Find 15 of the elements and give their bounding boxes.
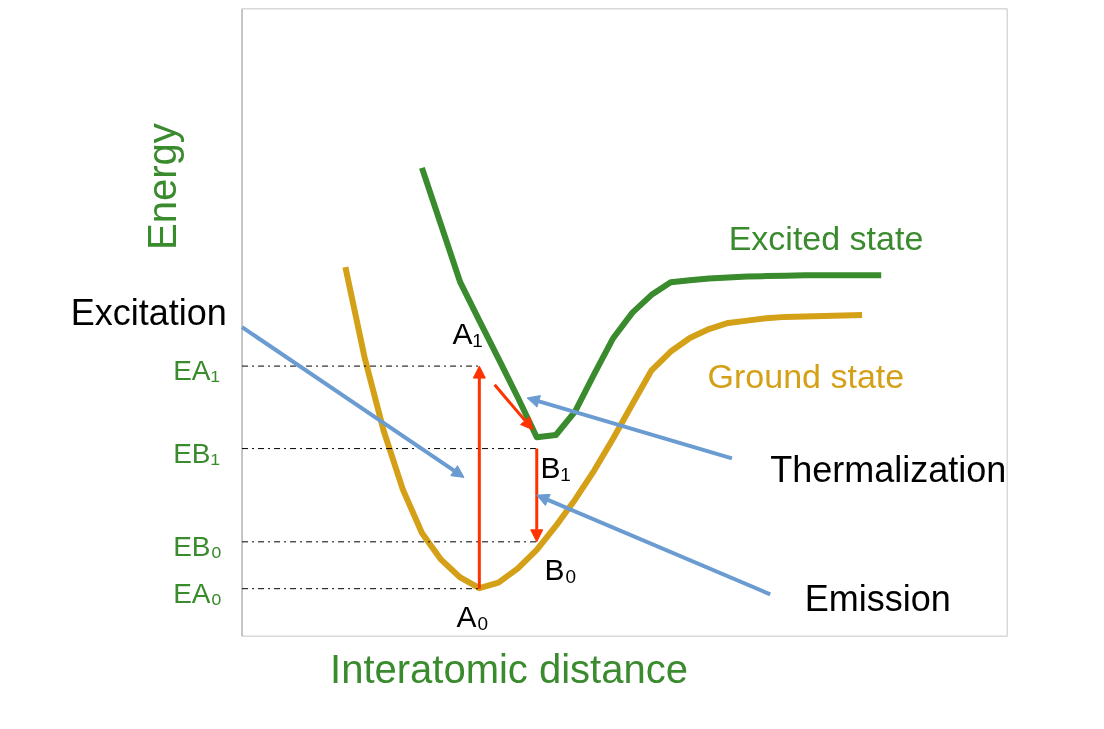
annotation: A₀: [456, 600, 489, 634]
series-label: Ground state: [707, 356, 905, 395]
annotation: Thermalization: [770, 448, 1007, 490]
series-label: Excited state: [728, 218, 924, 257]
annotation: B₁: [540, 450, 571, 484]
ref-line-label: EA₁: [173, 355, 220, 387]
annotation: A₁: [452, 316, 483, 350]
annotation: Emission: [804, 578, 951, 620]
x-axis-title: Interatomic distance: [330, 646, 688, 691]
ref-line-label: EA₀: [173, 577, 223, 609]
text: Excitation: [70, 291, 227, 333]
y-axis-title: Energy: [139, 123, 184, 250]
ref-line-label: EB₀: [173, 531, 223, 563]
annotation: B₀: [544, 553, 577, 587]
ref-line-label: EB₁: [173, 437, 220, 469]
